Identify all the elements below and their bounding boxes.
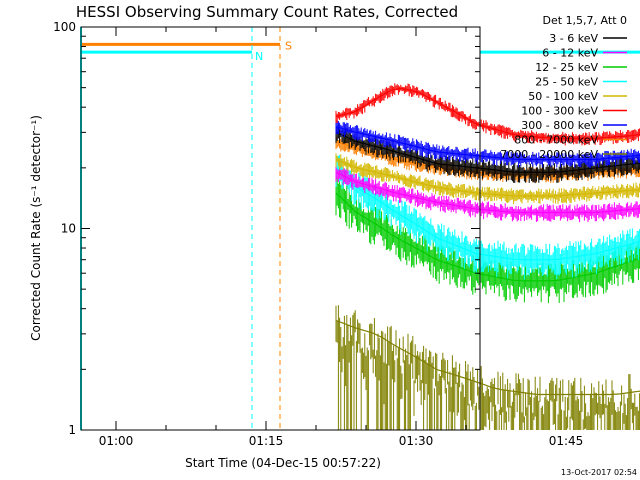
legend-entry-label: 100 - 300 keV bbox=[521, 105, 598, 118]
x-tick-label: 01:30 bbox=[399, 434, 434, 448]
legend-entry-label: 25 - 50 keV bbox=[535, 76, 598, 89]
series-line bbox=[335, 319, 640, 396]
legend-entry-label: 12 - 25 keV bbox=[535, 61, 598, 74]
legend-entry-label: 300 - 800 keV bbox=[521, 119, 598, 132]
legend-entry-label: 3 - 6 keV bbox=[549, 32, 598, 45]
y-tick-label: 100 bbox=[53, 20, 76, 34]
chart-title: HESSI Observing Summary Count Rates, Cor… bbox=[76, 3, 458, 21]
series-line bbox=[335, 192, 640, 282]
y-tick-label: 10 bbox=[61, 222, 76, 236]
series-line bbox=[335, 167, 640, 261]
series-band bbox=[335, 176, 640, 304]
series-line bbox=[335, 158, 640, 197]
series-band bbox=[335, 305, 640, 430]
legend-entry-label: 6 - 12 keV bbox=[542, 47, 598, 60]
legend-entry-label: 50 - 100 keV bbox=[528, 90, 598, 103]
series-band bbox=[335, 83, 640, 146]
series-line bbox=[335, 87, 640, 139]
y-axis: 1 10 100 bbox=[53, 20, 480, 437]
legend-header: Det 1,5,7, Att 0 bbox=[543, 14, 627, 27]
saa-flag-label: S bbox=[285, 39, 292, 52]
legend-entry-label: 800 - 7000 keV bbox=[514, 134, 598, 147]
y-axis-label: Corrected Count Rate (s⁻¹ detector⁻¹) bbox=[29, 115, 43, 341]
legend-entry-label: 7000 - 20000 keV bbox=[500, 148, 598, 161]
y-tick-label: 1 bbox=[68, 423, 76, 437]
x-tick-label: 01:15 bbox=[249, 434, 284, 448]
x-axis-label: Start Time (04-Dec-15 00:57:22) bbox=[185, 456, 381, 470]
series-bands bbox=[335, 83, 640, 430]
x-tick-label: 01:45 bbox=[549, 434, 584, 448]
series-line bbox=[335, 126, 640, 161]
series-line bbox=[335, 171, 640, 214]
x-tick-label: 01:00 bbox=[99, 434, 134, 448]
night-flag-label: N bbox=[255, 50, 263, 63]
generation-timestamp: 13-Oct-2017 02:54 bbox=[561, 468, 637, 477]
